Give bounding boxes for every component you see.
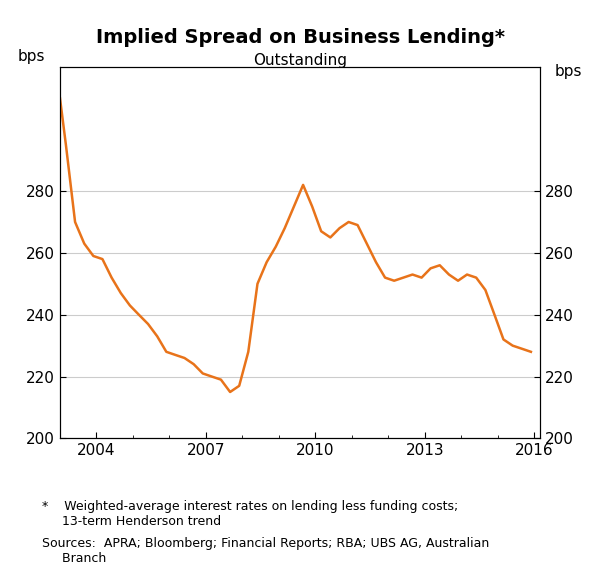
Y-axis label: bps: bps bbox=[555, 64, 583, 79]
Text: Sources:  APRA; Bloomberg; Financial Reports; RBA; UBS AG, Australian
     Branc: Sources: APRA; Bloomberg; Financial Repo… bbox=[42, 537, 489, 562]
Text: *    Weighted-average interest rates on lending less funding costs;
     13-term: * Weighted-average interest rates on len… bbox=[42, 500, 458, 528]
Y-axis label: bps: bps bbox=[17, 49, 45, 64]
Text: Outstanding: Outstanding bbox=[253, 53, 347, 69]
Text: Implied Spread on Business Lending*: Implied Spread on Business Lending* bbox=[95, 28, 505, 47]
